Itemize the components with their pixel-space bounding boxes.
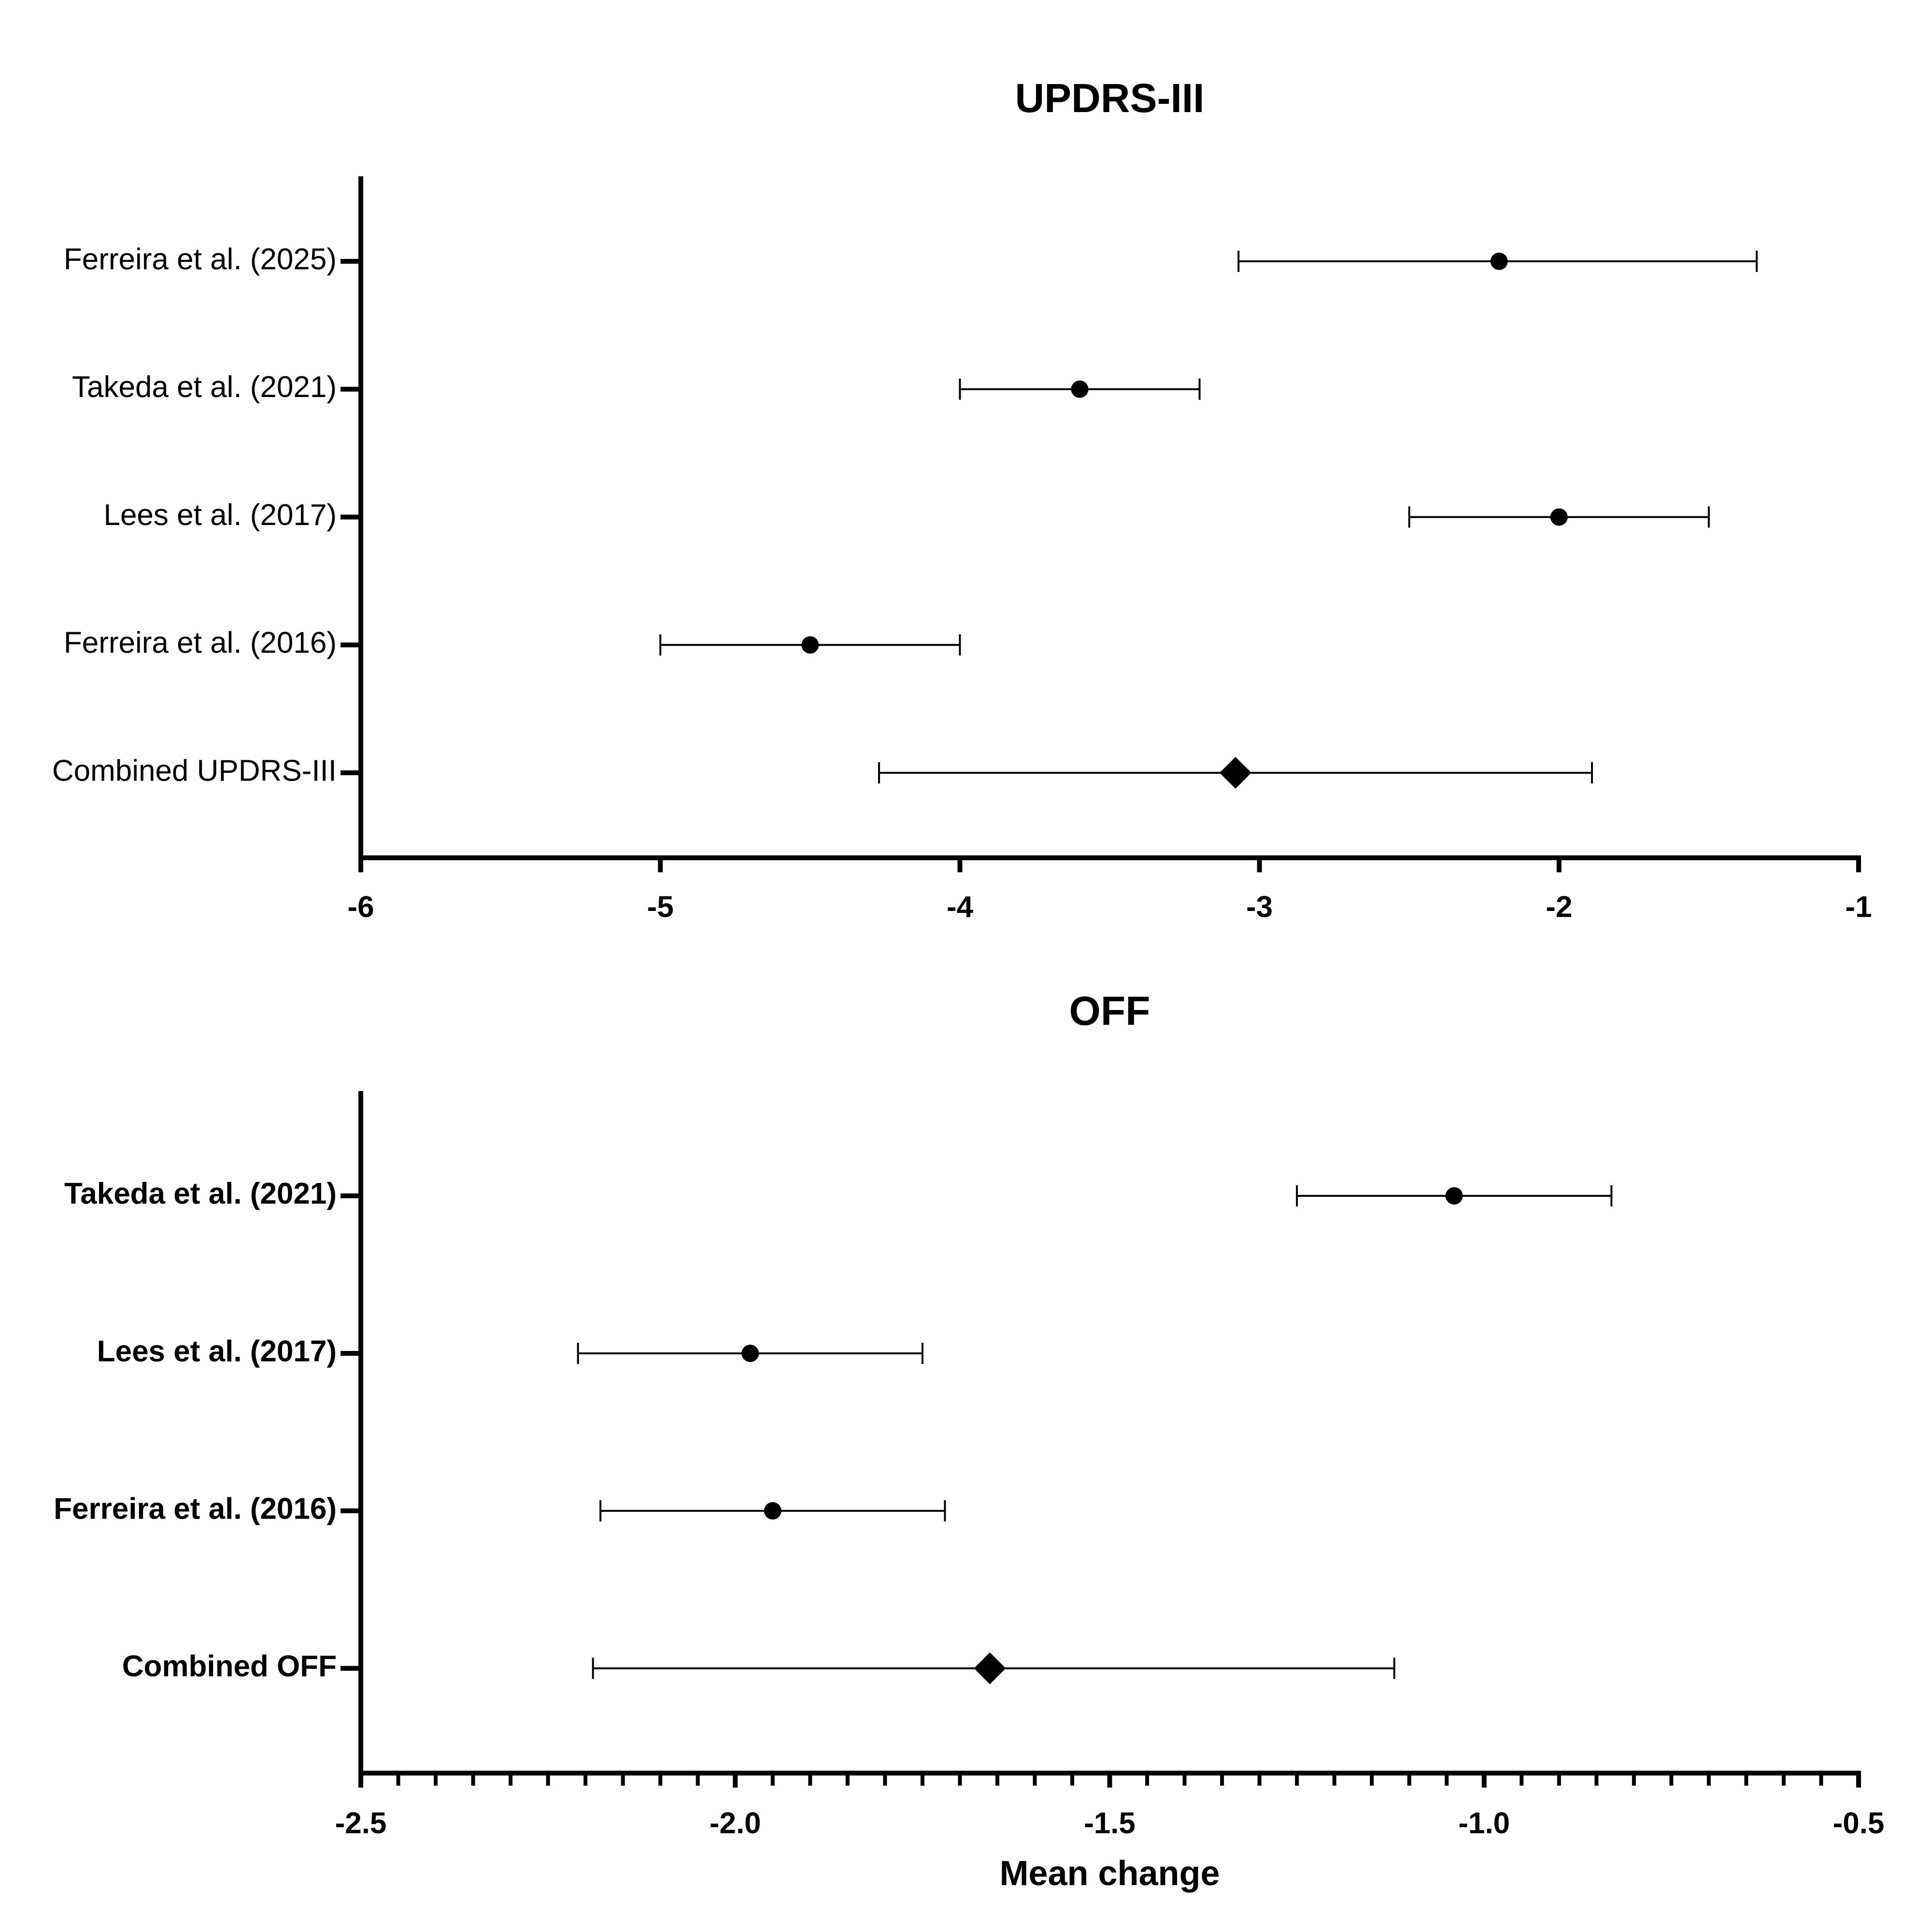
category-label: Combined UPDRS-III (52, 754, 337, 787)
x-axis-label: Mean change (999, 1854, 1220, 1893)
x-tick-label: -1.0 (1458, 1806, 1510, 1840)
x-tick-label: -2.0 (710, 1806, 761, 1840)
category-label: Ferreira et al. (2016) (64, 626, 337, 660)
pooled-estimate (1219, 756, 1251, 789)
estimate-point (1550, 508, 1568, 526)
estimate-point (1071, 380, 1089, 398)
chart-title: OFF (1069, 988, 1151, 1034)
estimate-point (764, 1502, 781, 1520)
estimate-point (1490, 253, 1508, 270)
x-tick-label: -2.5 (335, 1806, 387, 1840)
x-tick-label: -0.5 (1833, 1806, 1885, 1840)
x-tick-label: -1 (1845, 890, 1872, 923)
estimate-point (741, 1344, 759, 1362)
category-label: Combined OFF (122, 1650, 337, 1683)
x-tick-label: -4 (947, 890, 974, 923)
pooled-estimate (974, 1652, 1006, 1685)
category-label: Lees et al. (2017) (97, 1335, 337, 1368)
category-label: Takeda et al. (2021) (64, 1177, 337, 1210)
category-label: Lees et al. (2017) (103, 498, 337, 532)
category-label: Takeda et al. (2021) (72, 370, 337, 404)
estimate-point (1445, 1187, 1463, 1205)
x-tick-label: -5 (647, 890, 674, 923)
category-label: Ferreira et al. (2016) (54, 1492, 337, 1525)
estimate-point (801, 636, 819, 654)
category-label: Ferreira et al. (2025) (64, 242, 337, 276)
chart-title: UPDRS-III (1015, 75, 1204, 121)
x-tick-label: -3 (1246, 890, 1273, 923)
x-tick-label: -2 (1546, 890, 1572, 923)
x-tick-label: -1.5 (1084, 1806, 1136, 1840)
x-tick-label: -6 (347, 890, 374, 923)
